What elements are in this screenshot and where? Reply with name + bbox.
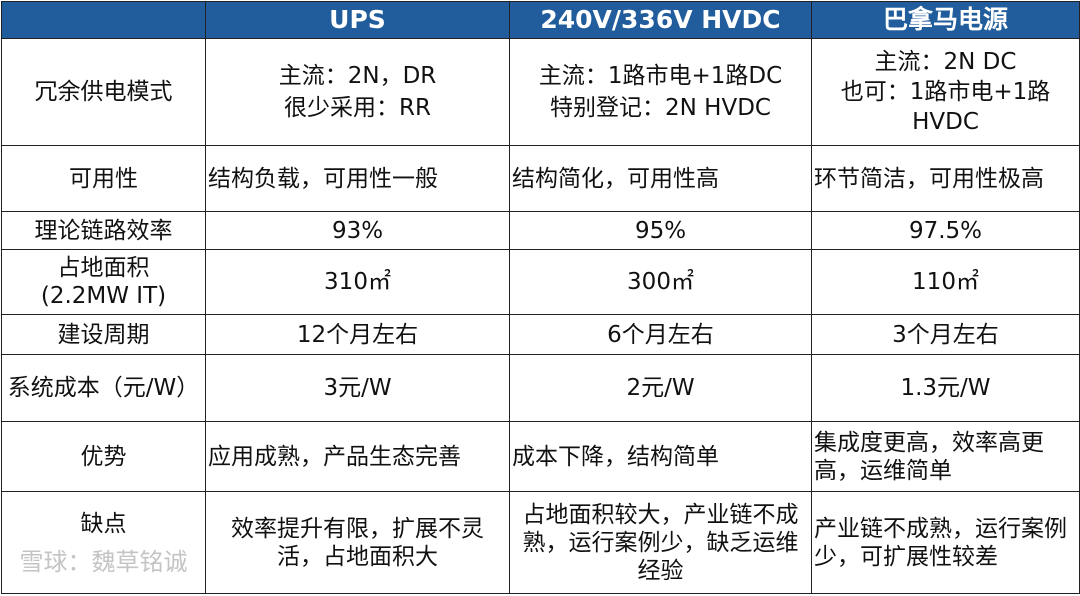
cell: 产业链不成熟，运行案例少，可扩展性较差 (811, 491, 1080, 594)
cell: 110㎡ (811, 249, 1080, 315)
row-label: 缺点 (80, 510, 127, 537)
header-panama: 巴拿马电源 (811, 1, 1080, 39)
row-label: 占地面积 (2.2MW IT) (1, 249, 206, 315)
row-label: 系统成本（元/W） (1, 354, 206, 422)
cell: 95% (509, 211, 812, 250)
table-row: 可用性 结构负载，可用性一般 结构简化，可用性高 环节简洁，可用性极高 (1, 145, 1080, 212)
cell: 2元/W (509, 354, 812, 422)
cell: 主流：1路市电+1路DC 特别登记：2N HVDC (509, 38, 812, 146)
table-row: 缺点 雪球：魏草铭诚 效率提升有限，扩展不灵活，占地面积大 占地面积较大，产业链… (1, 491, 1080, 594)
row-label: 优势 (1, 421, 206, 492)
cell: 结构简化，可用性高 (509, 145, 812, 212)
cell: 主流：2N DC 也可：1路市电+1路 HVDC (811, 38, 1080, 146)
header-corner (1, 1, 206, 39)
cell: 效率提升有限，扩展不灵活，占地面积大 (205, 491, 510, 594)
cell: 12个月左右 (205, 314, 510, 355)
row-label: 可用性 (1, 145, 206, 212)
table-row: 理论链路效率 93% 95% 97.5% (1, 211, 1080, 250)
cell: 310㎡ (205, 249, 510, 315)
header-ups: UPS (205, 1, 510, 39)
cell: 应用成熟，产品生态完善 (205, 421, 510, 492)
header-row: UPS 240V/336V HVDC 巴拿马电源 (1, 1, 1080, 39)
cell: 300㎡ (509, 249, 812, 315)
cell: 集成度更高，效率高更高，运维简单 (811, 421, 1080, 492)
watermark: 雪球：魏草铭诚 (19, 547, 188, 576)
table-row: 优势 应用成熟，产品生态完善 成本下降，结构简单 集成度更高，效率高更高，运维简… (1, 421, 1080, 492)
table-row: 占地面积 (2.2MW IT) 310㎡ 300㎡ 110㎡ (1, 249, 1080, 315)
row-label-cell: 缺点 雪球：魏草铭诚 (1, 491, 206, 594)
cell: 主流：2N，DR 很少采用：RR (205, 38, 510, 146)
table-row: 建设周期 12个月左右 6个月左右 3个月左右 (1, 314, 1080, 355)
cell: 环节简洁，可用性极高 (811, 145, 1080, 212)
row-label: 建设周期 (1, 314, 206, 355)
cell: 1.3元/W (811, 354, 1080, 422)
row-label: 冗余供电模式 (1, 38, 206, 146)
cell: 占地面积较大，产业链不成熟，运行案例少，缺乏运维经验 (509, 491, 812, 594)
cell: 6个月左右 (509, 314, 812, 355)
cell: 3个月左右 (811, 314, 1080, 355)
header-hvdc: 240V/336V HVDC (509, 1, 812, 39)
cell: 结构负载，可用性一般 (205, 145, 510, 212)
cell: 成本下降，结构简单 (509, 421, 812, 492)
cell: 97.5% (811, 211, 1080, 250)
table-row: 冗余供电模式 主流：2N，DR 很少采用：RR 主流：1路市电+1路DC 特别登记：… (1, 38, 1080, 146)
row-label: 理论链路效率 (1, 211, 206, 250)
cell: 93% (205, 211, 510, 250)
table-row: 系统成本（元/W） 3元/W 2元/W 1.3元/W (1, 354, 1080, 422)
cell: 3元/W (205, 354, 510, 422)
